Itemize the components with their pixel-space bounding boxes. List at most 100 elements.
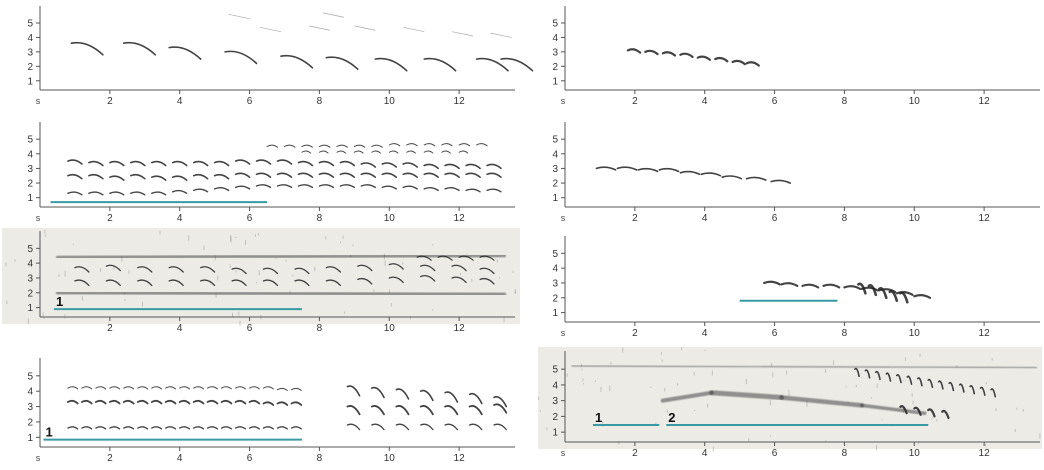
syllable-mark (626, 48, 642, 54)
x-tick-label: 4 (177, 213, 183, 224)
x-tick-label: 6 (772, 448, 778, 459)
x-tick-label: 10 (909, 328, 921, 339)
syllable-mark (941, 409, 950, 420)
marker-label: 2 (668, 410, 675, 425)
syllable-mark (234, 399, 247, 405)
syllable-mark (318, 172, 335, 178)
syllable-mark (486, 188, 502, 193)
x-tick-label: 10 (384, 323, 396, 334)
syllable-mark (318, 160, 335, 167)
syllable-mark (168, 46, 202, 60)
syllable-mark (867, 284, 878, 297)
syllable-mark (402, 162, 418, 168)
syllable-mark (948, 381, 955, 392)
x-tick-label: 2 (107, 323, 113, 334)
x-tick-label: 12 (454, 453, 466, 464)
marker-label: 1 (595, 410, 602, 425)
syllable-mark (325, 56, 359, 70)
syllable-mark (437, 255, 453, 261)
syllable-mark (441, 143, 453, 147)
syllable-mark (444, 405, 459, 416)
syllable-mark (67, 191, 83, 196)
x-tick-label: 2 (632, 96, 638, 107)
syllable-mark (917, 377, 923, 387)
syllable-mark (888, 290, 899, 302)
x-tick-label: 8 (842, 328, 848, 339)
y-tick-label: 3 (27, 164, 33, 175)
spectral-band (660, 390, 714, 403)
syllable-mark (444, 391, 459, 403)
syllable-mark (721, 175, 743, 180)
syllable-mark (74, 279, 90, 287)
syllable-mark (336, 150, 347, 154)
x-axis-label: s (36, 453, 41, 463)
y-tick-label: 3 (552, 396, 558, 407)
syllable-mark (234, 185, 251, 190)
syllable-mark (402, 172, 418, 178)
syllable-mark (458, 150, 469, 154)
syllable-mark (979, 386, 986, 396)
syllable-mark (958, 383, 965, 393)
syllable-mark (444, 163, 460, 170)
syllable-mark (130, 191, 146, 196)
syllable-mark (67, 159, 83, 165)
syllable-mark (81, 386, 93, 390)
x-tick-label: 12 (979, 448, 991, 459)
syllable-mark (301, 150, 312, 154)
syllable-mark (206, 426, 219, 430)
syllable-mark (109, 160, 125, 167)
syllable-mark (843, 285, 862, 290)
syllable-mark (346, 405, 361, 416)
syllable-mark (137, 279, 153, 287)
syllable-mark (357, 277, 373, 285)
syllable-mark (88, 173, 104, 180)
syllable-mark (255, 172, 272, 178)
y-tick-label: 5 (27, 244, 33, 255)
y-tick-label: 4 (552, 264, 558, 275)
syllable-mark (123, 426, 135, 430)
syllable-mark (423, 150, 434, 154)
x-tick-label: 2 (107, 453, 113, 464)
syllable-mark (88, 160, 104, 167)
syllable-mark (854, 367, 860, 378)
faint-syllable (228, 13, 250, 20)
x-tick-label: 4 (702, 96, 708, 107)
syllable-mark (291, 387, 302, 391)
syllable-mark (192, 399, 205, 405)
y-tick-label: 5 (552, 19, 558, 30)
syllable-mark (475, 57, 509, 72)
syllable-mark (493, 423, 507, 431)
syllable-mark (388, 276, 404, 284)
syllable-mark (200, 266, 216, 273)
x-tick-label: 6 (247, 453, 253, 464)
syllable-mark (458, 255, 474, 261)
y-tick-label: 5 (27, 371, 33, 382)
syllable-mark (165, 386, 176, 390)
syllable-mark (109, 386, 121, 390)
syllable-mark (294, 267, 310, 275)
syllable-mark (402, 185, 418, 190)
x-tick-label: 10 (384, 213, 396, 224)
syllable-mark (696, 55, 711, 61)
syllable-mark (294, 279, 310, 287)
syllable-mark (193, 386, 204, 390)
y-tick-label: 4 (552, 380, 558, 391)
syllable-mark (109, 426, 121, 430)
y-tick-label: 1 (552, 76, 558, 87)
scan-background (2, 228, 520, 324)
syllable-mark (137, 266, 153, 273)
syllable-mark (927, 408, 936, 418)
syllable-mark (95, 399, 107, 405)
x-tick-label: 2 (632, 328, 638, 339)
x-tick-label: 10 (384, 96, 396, 107)
syllable-mark (266, 144, 278, 148)
syllable-mark (248, 426, 260, 430)
syllable-mark (937, 380, 944, 390)
syllable-mark (136, 399, 149, 405)
y-tick-label: 4 (27, 387, 33, 398)
syllable-mark (423, 187, 439, 192)
x-axis-label: s (561, 213, 566, 223)
syllable-mark (262, 401, 275, 406)
